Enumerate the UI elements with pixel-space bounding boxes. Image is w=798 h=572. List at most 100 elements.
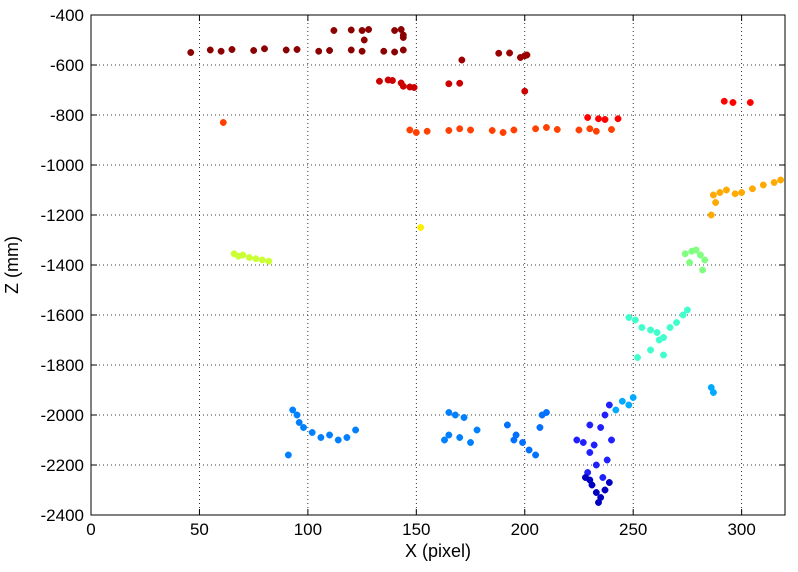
data-point: [445, 127, 453, 134]
data-point: [746, 99, 754, 106]
data-point: [631, 316, 639, 324]
data-point: [590, 441, 598, 449]
data-point: [573, 436, 581, 444]
data-point: [499, 129, 507, 136]
data-point: [326, 47, 334, 54]
data-point: [258, 256, 266, 264]
axis-ticks: 0 50 100 150 200 250 300 -400 -600 -800 -1000 -1200…: [41, 6, 785, 539]
y-tick-label: -2400: [41, 506, 84, 525]
y-tick-label: -1200: [41, 206, 84, 225]
data-point: [399, 82, 407, 90]
data-point: [417, 224, 425, 231]
data-point: [495, 49, 503, 57]
data-point: [592, 127, 600, 135]
data-point: [389, 77, 396, 84]
data-point: [352, 426, 360, 434]
data-point: [683, 306, 691, 314]
y-tick-label: -1000: [41, 156, 84, 175]
data-point: [597, 424, 605, 431]
data-point: [673, 319, 681, 326]
data-point: [460, 414, 468, 421]
data-point: [653, 329, 661, 336]
data-point: [317, 434, 325, 441]
data-point: [647, 326, 654, 334]
data-point: [282, 46, 290, 54]
data-point: [749, 185, 756, 193]
data-point: [638, 324, 646, 331]
data-point: [696, 251, 704, 259]
data-point: [293, 411, 301, 419]
data-point: [709, 389, 717, 396]
data-point: [679, 311, 687, 319]
data-point: [686, 259, 694, 266]
data-points: [187, 26, 785, 506]
x-tick-label: 250: [619, 520, 647, 539]
data-point: [308, 429, 316, 436]
data-point: [538, 411, 546, 419]
y-tick-label: -1400: [41, 256, 84, 275]
data-point: [681, 250, 689, 258]
data-point: [245, 254, 253, 261]
data-point: [759, 181, 767, 189]
data-point: [360, 36, 368, 44]
data-point: [595, 115, 602, 123]
x-axis-label: X (pixel): [405, 541, 471, 561]
data-point: [228, 46, 236, 53]
y-axis-label: Z (mm): [2, 236, 22, 294]
data-point: [625, 314, 633, 321]
data-point: [699, 266, 707, 274]
data-point: [523, 51, 531, 59]
x-tick-label: 200: [511, 520, 539, 539]
data-point: [399, 34, 407, 41]
data-point: [519, 439, 527, 446]
y-tick-label: -600: [50, 56, 84, 75]
data-point: [701, 256, 709, 264]
data-point: [358, 27, 366, 34]
data-point: [391, 27, 399, 34]
x-tick-label: 0: [86, 520, 95, 539]
data-point: [330, 27, 338, 34]
data-point: [410, 84, 418, 91]
data-point: [532, 125, 540, 133]
data-point: [445, 409, 453, 416]
data-point: [629, 394, 637, 401]
data-point: [399, 46, 407, 54]
data-point: [777, 176, 785, 184]
data-point: [614, 115, 622, 123]
data-point: [265, 257, 273, 265]
data-point: [603, 456, 611, 464]
data-point: [506, 49, 514, 57]
data-point: [586, 125, 594, 133]
data-point: [608, 126, 615, 133]
x-tick-label: 300: [727, 520, 755, 539]
data-point: [720, 97, 728, 105]
data-point: [770, 179, 778, 186]
data-point: [391, 48, 399, 56]
data-point: [458, 56, 466, 64]
data-point: [412, 129, 420, 136]
data-point: [456, 79, 464, 87]
data-point: [217, 47, 225, 55]
data-point: [601, 116, 609, 123]
data-point: [608, 436, 615, 444]
data-point: [347, 26, 355, 34]
data-point: [605, 479, 613, 486]
data-point: [599, 474, 607, 481]
data-point: [592, 461, 600, 469]
data-point: [219, 119, 227, 126]
data-point: [334, 436, 342, 444]
data-point: [716, 189, 724, 196]
y-tick-label: -2000: [41, 406, 84, 425]
data-point: [343, 434, 351, 441]
data-point: [375, 77, 383, 85]
data-point: [584, 114, 592, 121]
data-point: [712, 199, 720, 206]
data-point: [441, 436, 448, 444]
data-point: [586, 476, 594, 484]
data-point: [456, 125, 464, 133]
y-tick-label: -1800: [41, 356, 84, 375]
data-point: [707, 211, 715, 219]
data-point: [618, 397, 626, 405]
x-tick-label: 50: [190, 520, 209, 539]
